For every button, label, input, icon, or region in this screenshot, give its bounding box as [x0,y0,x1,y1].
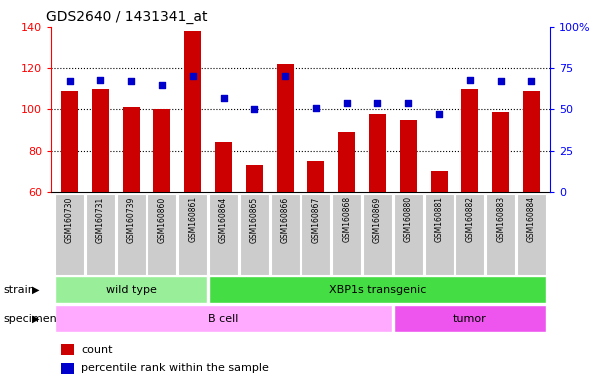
Text: GDS2640 / 1431341_at: GDS2640 / 1431341_at [46,10,207,25]
FancyBboxPatch shape [55,276,207,303]
Bar [523,91,540,192]
Bar [462,89,478,192]
Bar [338,132,355,192]
Bar [400,120,416,192]
Point [465,77,475,83]
Text: GSM160883: GSM160883 [496,196,505,242]
FancyBboxPatch shape [209,276,546,303]
Point [403,100,413,106]
Text: GSM160860: GSM160860 [157,196,166,243]
Point [280,73,290,79]
Text: B cell: B cell [209,314,239,324]
Point [435,111,444,118]
Point [249,106,259,113]
FancyBboxPatch shape [178,194,207,275]
Text: XBP1s transgenic: XBP1s transgenic [329,285,426,295]
Text: GSM160884: GSM160884 [527,196,536,242]
Text: ▶: ▶ [32,314,39,324]
Text: GSM160867: GSM160867 [311,196,320,243]
FancyBboxPatch shape [55,194,84,275]
FancyBboxPatch shape [270,194,299,275]
FancyBboxPatch shape [147,194,177,275]
Text: GSM160882: GSM160882 [465,196,474,242]
Text: GSM160880: GSM160880 [404,196,413,242]
Text: GSM160881: GSM160881 [435,196,444,242]
Text: GSM160731: GSM160731 [96,196,105,243]
Bar [61,363,73,374]
Bar [61,91,78,192]
FancyBboxPatch shape [117,194,145,275]
Bar [308,161,325,192]
Text: percentile rank within the sample: percentile rank within the sample [81,363,269,373]
Point [188,73,198,79]
Text: ▶: ▶ [32,285,39,295]
Text: GSM160861: GSM160861 [188,196,197,242]
Bar [369,114,386,192]
Text: wild type: wild type [106,285,157,295]
Bar [153,109,171,192]
Point [157,82,166,88]
Text: GSM160864: GSM160864 [219,196,228,243]
FancyBboxPatch shape [517,194,546,275]
Bar [430,171,448,192]
Point [496,78,505,84]
Text: strain: strain [3,285,35,295]
FancyBboxPatch shape [394,305,546,332]
Text: GSM160865: GSM160865 [250,196,259,243]
FancyBboxPatch shape [240,194,269,275]
Point [342,100,352,106]
Text: count: count [81,345,112,355]
FancyBboxPatch shape [302,194,331,275]
FancyBboxPatch shape [456,194,484,275]
Bar [246,165,263,192]
Text: specimen: specimen [3,314,56,324]
Bar [61,344,73,355]
Point [373,100,382,106]
FancyBboxPatch shape [332,194,361,275]
Point [96,77,105,83]
Bar [492,111,509,192]
Text: GSM160869: GSM160869 [373,196,382,243]
FancyBboxPatch shape [55,305,392,332]
Point [311,105,321,111]
FancyBboxPatch shape [363,194,392,275]
Text: GSM160730: GSM160730 [65,196,74,243]
Point [126,78,136,84]
Bar [92,89,109,192]
FancyBboxPatch shape [424,194,454,275]
FancyBboxPatch shape [394,194,423,275]
Point [65,78,75,84]
Point [526,78,536,84]
FancyBboxPatch shape [86,194,115,275]
Bar [185,31,201,192]
Text: GSM160739: GSM160739 [127,196,136,243]
Point [219,95,228,101]
FancyBboxPatch shape [486,194,515,275]
FancyBboxPatch shape [209,194,238,275]
Bar [215,142,232,192]
Text: GSM160866: GSM160866 [281,196,290,243]
Bar [123,108,139,192]
Text: GSM160868: GSM160868 [342,196,351,242]
Bar [276,64,293,192]
Text: tumor: tumor [453,314,487,324]
